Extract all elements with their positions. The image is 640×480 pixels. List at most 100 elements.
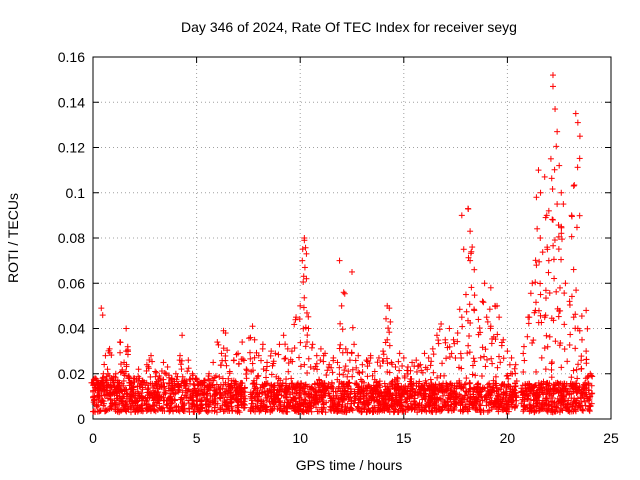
data-point	[375, 354, 382, 361]
data-point	[437, 387, 444, 394]
data-point	[190, 394, 197, 401]
data-point	[463, 308, 470, 315]
data-point	[401, 373, 408, 380]
data-point	[534, 392, 541, 399]
data-point	[301, 235, 308, 241]
data-point	[551, 275, 558, 282]
data-point	[556, 162, 563, 169]
data-point	[336, 364, 343, 371]
data-point	[520, 369, 527, 376]
data-point	[263, 374, 270, 381]
y-tick-label: 0.12	[58, 140, 85, 156]
data-point	[583, 356, 590, 363]
data-point	[415, 383, 422, 390]
data-point	[573, 287, 580, 294]
data-point	[551, 166, 558, 173]
data-point	[558, 189, 565, 196]
data-point	[472, 372, 479, 379]
data-point	[501, 403, 508, 410]
data-point	[145, 363, 152, 370]
data-point	[304, 332, 311, 339]
data-point	[431, 404, 438, 411]
data-point	[372, 408, 379, 415]
y-tick-label: 0.16	[58, 49, 85, 65]
data-point	[336, 378, 343, 385]
data-point	[228, 399, 235, 406]
data-point	[286, 383, 293, 390]
data-point	[243, 375, 250, 382]
data-point	[309, 341, 316, 348]
data-point	[121, 372, 128, 379]
data-point	[160, 359, 167, 366]
data-point	[444, 399, 451, 406]
data-point	[418, 401, 425, 408]
data-point	[121, 406, 128, 413]
data-point	[369, 395, 376, 402]
data-point	[549, 72, 556, 79]
data-point	[276, 341, 283, 348]
data-point	[334, 359, 341, 366]
data-point	[492, 336, 499, 343]
data-point	[233, 381, 240, 388]
data-point	[257, 384, 264, 391]
data-point	[528, 386, 535, 393]
data-point	[111, 397, 118, 404]
data-point	[570, 314, 577, 321]
data-point	[280, 332, 287, 339]
data-point	[509, 391, 516, 398]
data-point	[421, 350, 428, 357]
data-point	[548, 393, 555, 400]
data-point	[585, 380, 592, 387]
data-point	[483, 396, 490, 403]
data-point	[525, 320, 532, 327]
data-point	[418, 408, 425, 415]
data-point	[285, 368, 292, 375]
data-point	[329, 369, 336, 376]
data-point	[139, 397, 146, 404]
data-point	[303, 309, 310, 316]
data-point	[325, 390, 332, 397]
data-point	[267, 408, 274, 415]
data-point	[275, 375, 282, 382]
data-point	[538, 406, 545, 413]
data-point	[107, 382, 114, 389]
data-point	[187, 380, 194, 387]
data-point	[274, 379, 281, 386]
data-point	[233, 351, 240, 358]
data-point	[533, 194, 540, 201]
data-point	[217, 389, 224, 396]
data-point	[558, 230, 565, 237]
data-point	[431, 391, 438, 398]
data-point	[165, 385, 172, 392]
data-point	[548, 366, 555, 373]
data-point	[429, 345, 436, 352]
data-point	[340, 408, 347, 415]
data-point	[490, 377, 497, 384]
data-point	[565, 397, 572, 404]
data-point	[584, 374, 591, 381]
data-point	[275, 395, 282, 402]
data-point	[337, 320, 344, 327]
data-point	[532, 404, 539, 411]
data-point	[308, 399, 315, 406]
data-point	[479, 397, 486, 404]
data-point	[542, 312, 549, 319]
data-point	[502, 388, 509, 395]
data-point	[573, 224, 580, 231]
data-point	[486, 407, 493, 414]
data-point	[115, 406, 122, 413]
data-point	[297, 391, 304, 398]
data-point	[126, 374, 133, 381]
data-point	[530, 337, 537, 344]
data-point	[510, 397, 517, 404]
data-point	[263, 367, 270, 374]
data-point	[304, 339, 311, 346]
data-point	[184, 368, 191, 375]
data-point	[138, 407, 145, 414]
data-point	[542, 287, 549, 294]
data-point	[205, 383, 212, 390]
data-point	[513, 393, 520, 400]
data-point	[352, 357, 359, 364]
data-point	[304, 369, 311, 376]
data-point	[275, 351, 282, 358]
